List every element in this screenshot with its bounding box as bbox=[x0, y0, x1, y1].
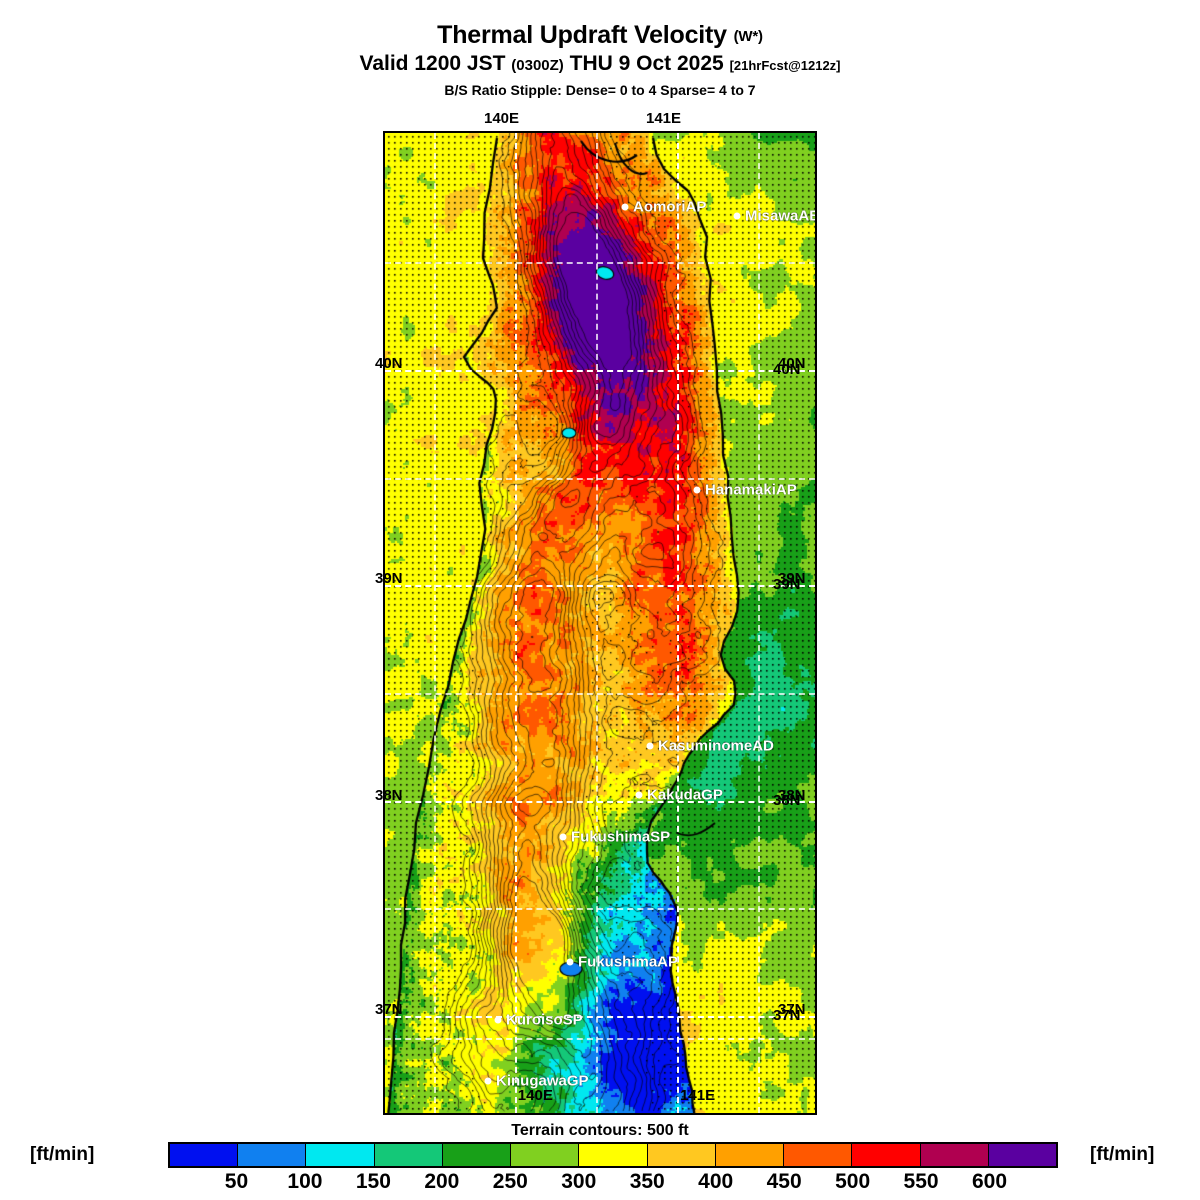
page-title-text: Thermal Updraft Velocity bbox=[437, 21, 727, 49]
colorbar-tick-350: 350 bbox=[629, 1170, 665, 1193]
valid-time-zulu: (0300Z) bbox=[511, 57, 564, 75]
station-label-KinugawaGP: KinugawaGP bbox=[496, 1072, 589, 1090]
colorbar bbox=[168, 1142, 1058, 1168]
axis-label-top-141E: 141E bbox=[646, 110, 682, 127]
units-label-right: [ft/min] bbox=[1090, 1144, 1155, 1165]
station-marker-AomoriAP[interactable] bbox=[621, 203, 629, 211]
colorbar-band-500-550 bbox=[852, 1144, 921, 1166]
colorbar-tick-200: 200 bbox=[424, 1170, 460, 1193]
colorbar-band-100-150 bbox=[306, 1144, 375, 1166]
colorbar-band-50-100 bbox=[238, 1144, 307, 1166]
station-marker-KasuminomeAD[interactable] bbox=[646, 742, 654, 750]
station-marker-KuroisoSP[interactable] bbox=[494, 1016, 502, 1024]
axis-label-right-37N: 37N bbox=[778, 1001, 806, 1018]
colorbar-tick-500: 500 bbox=[835, 1170, 871, 1193]
axis-label-left-37N: 37N bbox=[375, 1001, 403, 1018]
axis-label-right-38N: 38N bbox=[778, 787, 806, 804]
station-marker-FukushimaAP[interactable] bbox=[566, 958, 574, 966]
colorbar-band-550-600 bbox=[920, 1144, 989, 1166]
colorbar-band-600+ bbox=[988, 1144, 1057, 1166]
colorbar-tick-150: 150 bbox=[355, 1170, 391, 1193]
colorbar-tick-300: 300 bbox=[561, 1170, 597, 1193]
axis-label-right-39N: 39N bbox=[778, 570, 806, 587]
valid-time-local: Valid 1200 JST bbox=[359, 52, 506, 76]
station-label-KasuminomeAD: KasuminomeAD bbox=[658, 737, 774, 755]
thermal-updraft-field bbox=[385, 133, 815, 1113]
terrain-contour-note: Terrain contours: 500 ft bbox=[511, 1122, 689, 1139]
colorbar-band-450-500 bbox=[784, 1144, 853, 1166]
colorbar-tick-250: 250 bbox=[492, 1170, 528, 1193]
header-block: Thermal Updraft Velocity (W*) Valid 1200… bbox=[0, 22, 1200, 98]
map-right-tick-38N: 38N bbox=[773, 791, 801, 809]
map-bottom-tick-140E: 140E bbox=[517, 1087, 553, 1104]
axis-label-left-38N: 38N bbox=[375, 787, 403, 804]
colorbar-band-350-400 bbox=[647, 1144, 716, 1166]
colorbar-band-300-350 bbox=[579, 1144, 648, 1166]
station-label-KuroisoSP: KuroisoSP bbox=[506, 1011, 583, 1029]
station-label-KakudaGP: KakudaGP bbox=[647, 786, 723, 804]
colorbar-tick-100: 100 bbox=[287, 1170, 323, 1193]
colorbar-tick-550: 550 bbox=[903, 1170, 939, 1193]
station-label-FukushimaAP: FukushimaAP bbox=[578, 953, 679, 971]
station-label-FukushimaSP: FukushimaSP bbox=[571, 828, 671, 846]
station-label-MisawaAB: MisawaAB bbox=[745, 207, 817, 225]
colorbar-tick-50: 50 bbox=[224, 1170, 249, 1193]
station-marker-MisawaAB[interactable] bbox=[733, 212, 741, 220]
colorbar-band-200-250 bbox=[442, 1144, 512, 1166]
station-marker-KinugawaGP[interactable] bbox=[484, 1077, 492, 1085]
station-marker-HanamakiAP[interactable] bbox=[693, 486, 701, 494]
colorbar-band-0-50 bbox=[170, 1144, 239, 1166]
colorbar-band-400-450 bbox=[715, 1144, 785, 1166]
axis-label-left-40N: 40N bbox=[375, 355, 403, 372]
colorbar-band-150-200 bbox=[374, 1144, 443, 1166]
map-right-tick-40N: 40N bbox=[773, 360, 801, 378]
colorbar-row: [ft/min] [ft/min] 50 100 150 200 250 300 350 40… bbox=[0, 1142, 1200, 1200]
axis-label-top-140E: 140E bbox=[484, 110, 520, 127]
valid-date: THU 9 Oct 2025 bbox=[569, 52, 724, 76]
colorbar-tick-400: 400 bbox=[698, 1170, 734, 1193]
forecast-tag: [21hrFcst@1212z] bbox=[729, 58, 841, 74]
axis-label-right-40N: 40N bbox=[778, 355, 806, 372]
station-marker-KakudaGP[interactable] bbox=[635, 791, 643, 799]
map-right-tick-37N: 37N bbox=[773, 1007, 801, 1025]
stipple-legend-note: B/S Ratio Stipple: Dense= 0 to 4 Sparse=… bbox=[444, 81, 756, 98]
page-title-subscript: (W*) bbox=[733, 28, 763, 45]
valid-time-line: Valid 1200 JST (0300Z) THU 9 Oct 2025 [2… bbox=[0, 51, 1200, 77]
axis-label-left-39N: 39N bbox=[375, 570, 403, 587]
page-title: Thermal Updraft Velocity (W*) bbox=[0, 22, 1200, 48]
station-label-AomoriAP: AomoriAP bbox=[633, 198, 707, 216]
colorbar-tick-450: 450 bbox=[766, 1170, 802, 1193]
map-bottom-tick-141E: 141E bbox=[680, 1087, 716, 1104]
colorbar-band-250-300 bbox=[511, 1144, 580, 1166]
station-label-HanamakiAP: HanamakiAP bbox=[705, 481, 797, 499]
units-label-left: [ft/min] bbox=[30, 1144, 95, 1165]
forecast-map[interactable]: 140E 141E 40N 39N 38N 37N AomoriAP MisawaAB Hana… bbox=[383, 131, 817, 1115]
station-marker-FukushimaSP[interactable] bbox=[559, 833, 567, 841]
colorbar-tick-600: 600 bbox=[972, 1170, 1008, 1193]
map-right-tick-39N: 39N bbox=[773, 576, 801, 594]
